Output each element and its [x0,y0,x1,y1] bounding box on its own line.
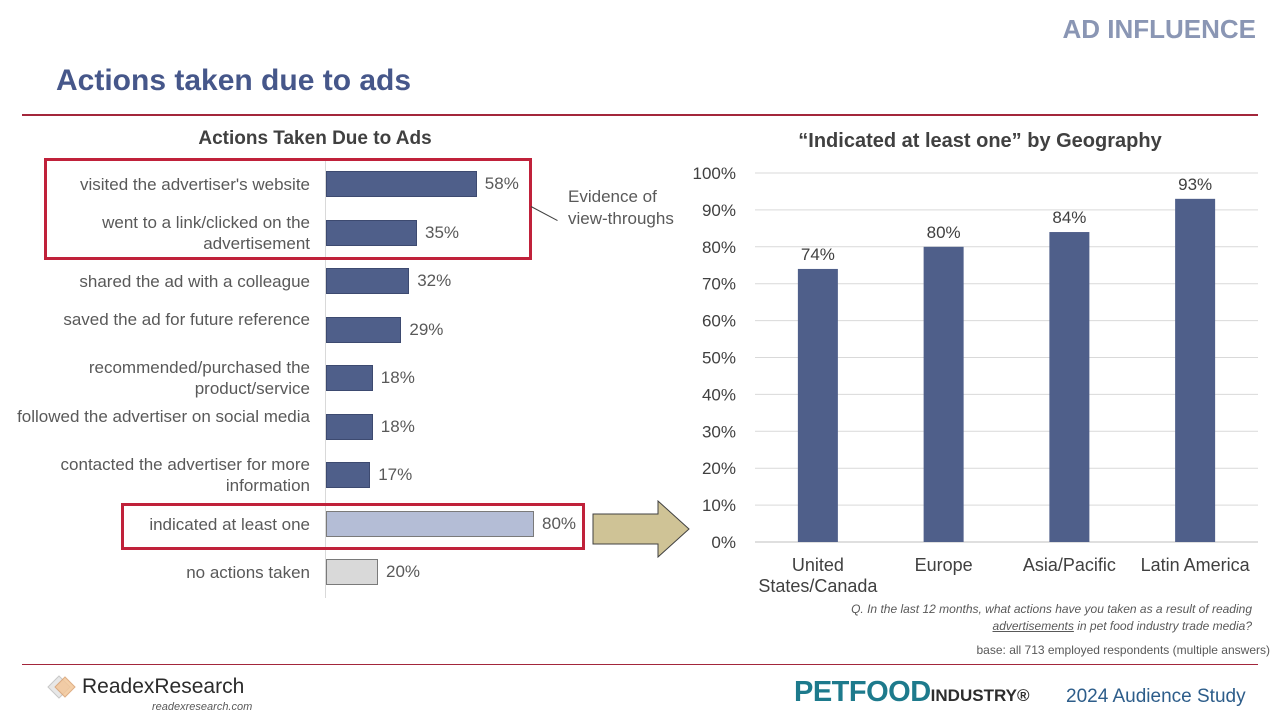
geography-y-tick-label: 60% [702,312,736,331]
actions-category-label: shared the ad with a colleague [79,271,310,291]
geography-category-label: Europe [915,555,973,575]
actions-value-label: 17% [378,465,413,484]
petfood-industry-logo: PETFOODINDUSTRY® [794,676,1030,708]
actions-category-label: went to a link/clicked on the advertisem… [102,213,310,253]
geography-chart-title: “Indicated at least one” by Geography [798,130,1162,152]
actions-bar [326,268,410,294]
geography-value-label: 84% [1052,208,1086,227]
actions-category-label: visited the advertiser's website [79,174,310,194]
actions-value-label: 80% [542,514,577,533]
actions-chart-axis [325,160,326,598]
geography-y-tick-label: 40% [702,385,736,404]
geography-y-tick-label: 80% [702,238,736,257]
actions-value-label: 35% [425,223,460,242]
at-least-one-highlight [121,503,585,550]
actions-bar [326,317,402,343]
actions-bar [326,511,534,537]
view-through-highlight [44,158,532,260]
section-label: AD INFLUENCE [1062,14,1256,44]
actions-category-label: no actions taken [186,562,310,582]
geography-y-tick-label: 30% [702,422,736,441]
survey-question: Q. In the last 12 months, what actions h… [851,602,1252,633]
page-title: Actions taken due to ads [56,64,412,97]
geography-y-tick-label: 0% [711,533,736,552]
actions-bar [326,365,373,391]
readex-brand: ReadexResearch [82,675,245,698]
actions-bar [326,462,371,488]
study-label: 2024 Audience Study [1066,686,1246,707]
actions-value-label: 18% [380,417,415,436]
callout-text: Evidence of view-throughs [568,187,674,228]
actions-category-label: indicated at least one [149,514,310,534]
actions-value-label: 29% [409,320,444,339]
geography-value-label: 93% [1178,175,1212,194]
actions-category-label: recommended/purchased the product/servic… [88,358,310,398]
bottom-divider [22,664,1258,665]
actions-bar [326,559,378,585]
geography-y-tick-label: 10% [702,496,736,515]
actions-category-label: followed the advertiser on social media [17,407,310,426]
geography-y-tick-label: 50% [702,349,736,368]
geography-category-label: Asia/Pacific [1023,555,1116,575]
arrow-right-icon [592,500,690,558]
geography-value-label: 80% [927,223,961,242]
actions-category-label: contacted the advertiser for more inform… [60,455,310,495]
geography-category-label: United States/Canada [758,555,878,596]
geography-category-label: Latin America [1141,555,1251,575]
geography-bar [797,268,838,542]
geography-bar [1049,232,1090,543]
readex-url: readexresearch.com [152,701,253,713]
actions-value-label: 32% [417,271,452,290]
actions-bar [326,171,477,197]
actions-bar [326,220,417,246]
geography-bar [1175,198,1216,542]
actions-category-label: saved the ad for future reference [63,310,310,329]
geography-y-tick-label: 20% [702,459,736,478]
geography-value-label: 74% [801,245,835,264]
top-divider [22,114,1258,116]
actions-value-label: 18% [380,368,415,387]
readex-logo-icon [47,675,76,699]
geography-y-tick-label: 90% [702,201,736,220]
geography-bar [923,246,964,543]
actions-bar [326,414,373,440]
actions-value-label: 20% [386,562,421,581]
actions-chart-title: Actions Taken Due to Ads [198,128,432,149]
geography-y-tick-label: 100% [693,164,736,183]
actions-value-label: 58% [484,174,519,193]
geography-y-tick-label: 70% [702,275,736,294]
base-note: base: all 713 employed respondents (mult… [976,643,1271,657]
